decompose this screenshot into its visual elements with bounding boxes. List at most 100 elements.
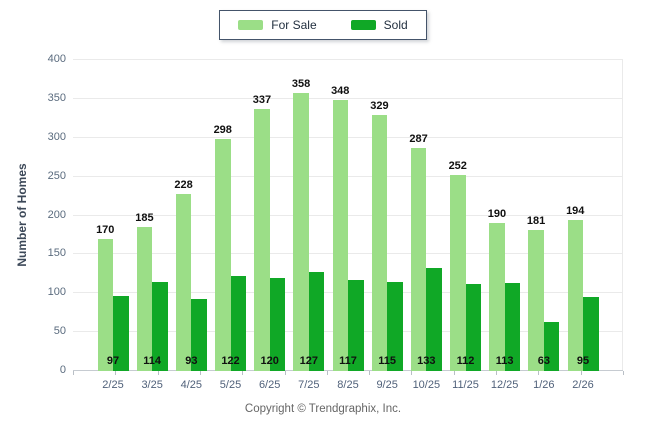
x-axis-tick — [242, 371, 244, 375]
x-category-label: 11/25 — [452, 379, 479, 391]
x-category-label: 6/25 — [258, 379, 281, 391]
x-axis-tick — [580, 371, 582, 375]
y-tick-label: 100 — [47, 286, 66, 299]
for-sale-value-label: 329 — [370, 100, 389, 113]
x-category-label: 5/25 — [219, 379, 242, 391]
bar-for-sale — [528, 230, 544, 371]
x-axis-tick — [73, 371, 74, 375]
plot-area: 0 50 100 150 200 250 300 350 400 170 97 2/25 185 114 3… — [48, 53, 624, 391]
bar-sold — [504, 283, 521, 371]
y-tick-label: 200 — [47, 208, 66, 221]
legend-box: For Sale Sold — [219, 10, 427, 40]
bar-sold — [308, 272, 325, 371]
y-tick-label: 250 — [47, 169, 66, 182]
gridline — [73, 59, 623, 60]
bar-sold — [348, 280, 364, 371]
bar-sold — [583, 297, 599, 371]
bar-for-sale — [410, 147, 427, 371]
legend-label-sold: Sold — [383, 18, 408, 32]
x-category-label: 7/25 — [298, 379, 320, 391]
for-sale-value-label: 348 — [331, 85, 350, 98]
x-axis-tick — [496, 371, 498, 375]
gridline — [73, 214, 623, 216]
sold-swatch-icon — [350, 20, 376, 30]
legend: For Sale Sold — [0, 10, 646, 40]
legend-label-for-sale: For Sale — [271, 18, 317, 32]
x-axis-tick — [411, 371, 413, 375]
sold-value-label: 117 — [339, 355, 357, 367]
x-axis-tick — [623, 371, 624, 375]
bar-sold — [113, 295, 129, 371]
x-category-label: 10/25 — [412, 379, 441, 391]
bar-for-sale — [293, 92, 309, 371]
x-axis-tick — [115, 371, 117, 375]
x-axis-tick — [326, 371, 328, 375]
sold-value-label: 113 — [495, 355, 514, 367]
bar-sold — [230, 276, 246, 371]
for-sale-value-label: 298 — [213, 124, 232, 137]
for-sale-value-label: 185 — [135, 212, 154, 225]
bar-sold — [387, 281, 403, 371]
bar-for-sale — [332, 100, 348, 371]
x-category-label: 9/25 — [376, 379, 398, 391]
sold-value-label: 122 — [221, 355, 240, 367]
x-axis-tick — [369, 371, 371, 375]
for-sale-value-label: 194 — [566, 205, 585, 218]
for-sale-value-label: 287 — [409, 132, 428, 145]
x-axis-tick — [284, 371, 286, 375]
for-sale-value-label: 170 — [96, 223, 115, 236]
bar-for-sale — [450, 175, 466, 371]
sold-value-label: 97 — [106, 355, 120, 367]
x-category-label: 8/25 — [337, 379, 359, 391]
x-axis-tick — [453, 371, 455, 375]
bar-sold — [152, 282, 168, 371]
x-axis-tick — [157, 371, 159, 375]
bar-for-sale — [371, 115, 388, 371]
for-sale-value-label: 252 — [448, 160, 467, 173]
gridline — [73, 175, 623, 177]
gridline — [73, 136, 623, 138]
for-sale-value-label: 181 — [526, 215, 546, 228]
for-sale-value-label: 190 — [487, 208, 507, 221]
y-tick-label: 300 — [47, 130, 66, 143]
x-category-label: 2/25 — [102, 379, 124, 391]
bar-for-sale — [215, 139, 231, 371]
sold-value-label: 95 — [576, 355, 590, 367]
bar-sold — [269, 277, 286, 371]
copyright-notice: Copyright © Trendgraphix, Inc. — [244, 403, 402, 415]
x-axis-tick — [199, 371, 201, 375]
x-category-label: 4/25 — [180, 379, 203, 391]
sold-value-label: 127 — [299, 355, 318, 367]
for-sale-swatch-icon — [238, 20, 264, 30]
x-category-label: 3/25 — [141, 379, 163, 391]
sold-value-label: 93 — [185, 355, 198, 367]
y-tick-label: 0 — [59, 364, 66, 376]
for-sale-value-label: 228 — [174, 178, 193, 191]
y-tick-label: 400 — [47, 53, 66, 65]
sold-value-label: 120 — [260, 355, 279, 367]
y-tick-label: 50 — [53, 325, 66, 338]
bar-sold — [465, 283, 481, 371]
sold-value-label: 133 — [417, 355, 436, 367]
x-category-label: 1/26 — [533, 379, 555, 391]
bar-for-sale — [254, 108, 270, 371]
bar-for-sale — [567, 220, 583, 371]
for-sale-value-label: 358 — [291, 77, 311, 90]
gridline — [73, 97, 623, 99]
sold-value-label: 114 — [143, 355, 162, 367]
plot-right-border — [622, 60, 623, 371]
bar-sold — [543, 322, 560, 371]
bar-for-sale — [175, 193, 192, 371]
bar-for-sale — [489, 223, 505, 371]
legend-item-sold: Sold — [350, 18, 408, 32]
x-category-label: 2/26 — [572, 379, 594, 391]
x-category-label: 12/25 — [490, 379, 519, 391]
gridline — [73, 253, 623, 255]
bar-for-sale — [136, 227, 153, 371]
sold-value-label: 112 — [456, 355, 475, 367]
sold-value-label: 63 — [537, 355, 550, 367]
y-tick-label: 350 — [47, 91, 66, 104]
x-axis-tick — [538, 371, 540, 375]
bar-sold — [426, 267, 442, 371]
